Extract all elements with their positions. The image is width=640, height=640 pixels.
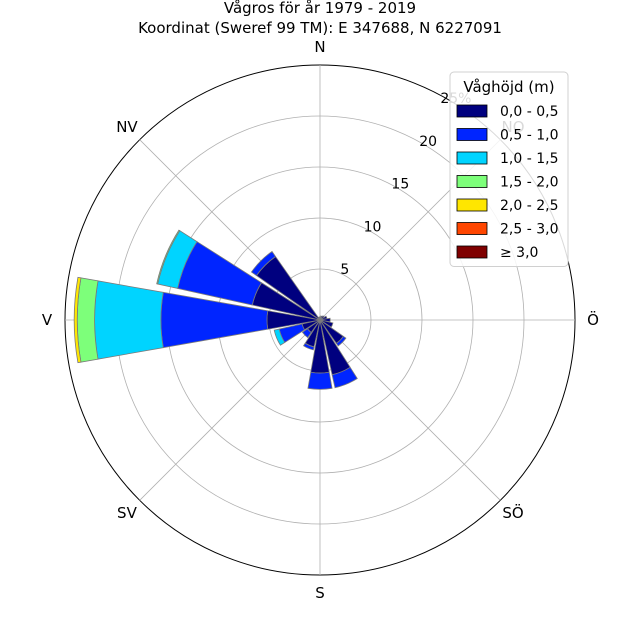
legend-box bbox=[449, 71, 569, 267]
legend-swatch bbox=[456, 175, 488, 188]
rose-bar-segment bbox=[273, 328, 286, 346]
radial-tick-label: 20 bbox=[419, 134, 437, 150]
rose-bar-segment bbox=[331, 366, 358, 389]
grid-spoke bbox=[139, 319, 321, 501]
legend-swatch bbox=[456, 128, 488, 141]
chart-title: Vågros för år 1979 - 2019 bbox=[224, 0, 416, 17]
legend-title: Våghöjd (m) bbox=[463, 78, 554, 96]
direction-label: SÖ bbox=[502, 503, 523, 522]
direction-label: N bbox=[314, 38, 325, 56]
legend-swatch bbox=[456, 151, 488, 165]
legend-swatch bbox=[456, 198, 488, 212]
chart-subtitle: Koordinat (Sweref 99 TM): E 347688, N 62… bbox=[138, 19, 502, 37]
legend-swatch bbox=[456, 104, 488, 118]
rose-bar-segment bbox=[317, 316, 321, 321]
legend-label: 2,5 - 3,0 bbox=[500, 222, 558, 238]
legend-label: 0,5 - 1,0 bbox=[500, 128, 558, 144]
radial-tick-label: 5 bbox=[340, 262, 349, 278]
legend-label: 1,0 - 1,5 bbox=[500, 151, 558, 167]
rose-bar-segment bbox=[335, 335, 347, 347]
rose-bars bbox=[73, 229, 358, 390]
rose-bar-segment bbox=[307, 371, 333, 390]
rose-bar-segment bbox=[76, 277, 99, 363]
direction-label: S bbox=[315, 584, 325, 602]
legend-swatch bbox=[456, 222, 488, 235]
legend-label: 1,5 - 2,0 bbox=[500, 175, 558, 191]
direction-label: SV bbox=[117, 504, 138, 522]
rose-bar-segment bbox=[156, 229, 181, 285]
rose-bar-segment bbox=[73, 276, 82, 364]
radial-tick-label: 10 bbox=[364, 219, 382, 235]
rose-bar-segment bbox=[250, 250, 277, 277]
legend-swatch bbox=[456, 245, 488, 259]
legend: Våghöjd (m) 0,0 - 0,5 0,5 - 1,0 1,0 - 1,5 1,… bbox=[449, 71, 569, 267]
direction-label: Ö bbox=[587, 310, 599, 329]
legend-label: ≥ 3,0 bbox=[500, 245, 538, 261]
radial-tick-label: 15 bbox=[391, 177, 409, 193]
legend-label: 0,0 - 0,5 bbox=[500, 104, 558, 120]
rose-bar-segment bbox=[94, 280, 164, 360]
rose-bar-segment bbox=[303, 342, 315, 351]
direction-label: V bbox=[42, 311, 53, 329]
legend-label: 2,0 - 2,5 bbox=[500, 198, 558, 214]
rose-bar-segment bbox=[301, 328, 312, 339]
grid-spoke bbox=[319, 319, 501, 501]
direction-label: NV bbox=[116, 118, 138, 136]
